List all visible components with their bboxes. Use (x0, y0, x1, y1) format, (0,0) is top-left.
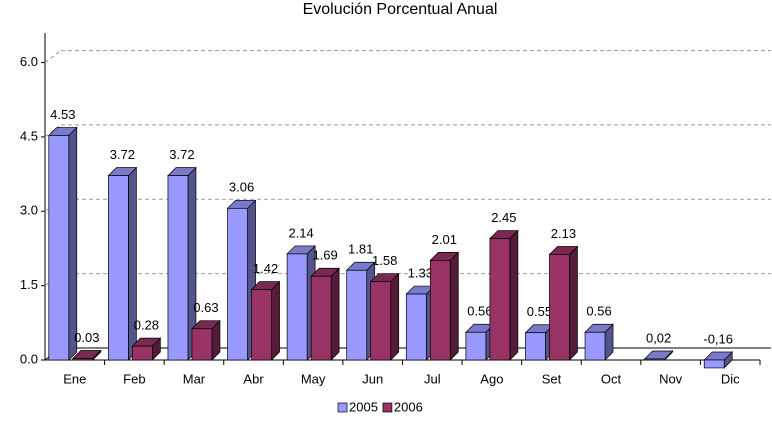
bar (72, 358, 94, 361)
bar (525, 332, 546, 361)
legend-swatch (382, 402, 393, 413)
data-label: 4.53 (50, 107, 75, 122)
bar (191, 328, 213, 361)
bar-top (643, 350, 674, 360)
bar (132, 345, 153, 361)
data-label: 3.72 (110, 147, 135, 162)
bar (549, 254, 570, 361)
legend-label: 2006 (394, 399, 423, 414)
bar (227, 207, 248, 361)
x-tick-label: Ago (480, 371, 503, 386)
data-label: 3.72 (169, 147, 194, 162)
bar-side (271, 280, 280, 361)
data-label: 0.56 (586, 304, 611, 319)
x-tick-label: Set (542, 371, 562, 386)
x-tick-label: Oct (601, 371, 622, 386)
data-label: 1.81 (348, 242, 373, 257)
y-tick-label: 3.0 (20, 203, 38, 218)
data-label: 0.56 (467, 304, 492, 319)
bar-side (390, 272, 400, 361)
chart-title: Evolución Porcentual Anual (303, 1, 498, 18)
data-label: 0.28 (134, 318, 159, 333)
legend-label: 2005 (349, 399, 378, 414)
bar (489, 238, 511, 361)
data-label: 2.13 (551, 226, 576, 241)
bar (167, 175, 189, 361)
bar-side (509, 229, 519, 361)
x-tick-label: May (301, 371, 326, 386)
data-label: 1.42 (253, 261, 278, 276)
x-tick-label: Dic (721, 371, 740, 386)
bar (703, 359, 725, 369)
y-tick-label: 0.0 (20, 351, 38, 366)
bar (108, 175, 129, 361)
data-label: 0.55 (527, 304, 552, 319)
data-label: -0,16 (703, 331, 733, 346)
bar-side (569, 245, 578, 361)
data-label: 1.69 (312, 248, 337, 263)
data-label: 2.45 (491, 210, 516, 225)
data-label: 0.63 (193, 300, 218, 315)
y-tick-label: 6.0 (20, 54, 38, 69)
bar (310, 275, 332, 361)
bar (48, 135, 70, 361)
y-tick-label: 1.5 (20, 277, 38, 292)
data-label: 1.33 (408, 266, 433, 281)
bar (286, 253, 308, 361)
bar-side (68, 126, 78, 361)
grid-line (44, 50, 62, 63)
data-label: 3.06 (229, 180, 254, 195)
bar (644, 358, 665, 361)
legend-swatch (337, 402, 348, 413)
bar (370, 281, 392, 361)
x-tick-label: Jul (424, 371, 441, 386)
bar (584, 331, 606, 361)
bar-side (449, 251, 459, 361)
bar (251, 289, 272, 361)
data-label: 0,02 (646, 330, 671, 345)
y-tick-label: 4.5 (20, 128, 38, 143)
data-label: 0.03 (74, 330, 99, 345)
x-tick-label: Mar (183, 371, 206, 386)
bar-side (330, 267, 340, 361)
data-label: 2.14 (288, 225, 313, 240)
bar (429, 260, 451, 361)
bar (346, 269, 368, 361)
x-tick-label: Ene (63, 371, 86, 386)
x-tick-label: Nov (659, 371, 683, 386)
bar (465, 331, 487, 361)
x-tick-label: Jun (362, 371, 383, 386)
bar (405, 293, 427, 361)
data-label: 1.58 (372, 253, 397, 268)
x-tick-label: Feb (123, 371, 145, 386)
x-tick-label: Abr (243, 371, 264, 386)
data-label: 2.01 (432, 232, 457, 247)
